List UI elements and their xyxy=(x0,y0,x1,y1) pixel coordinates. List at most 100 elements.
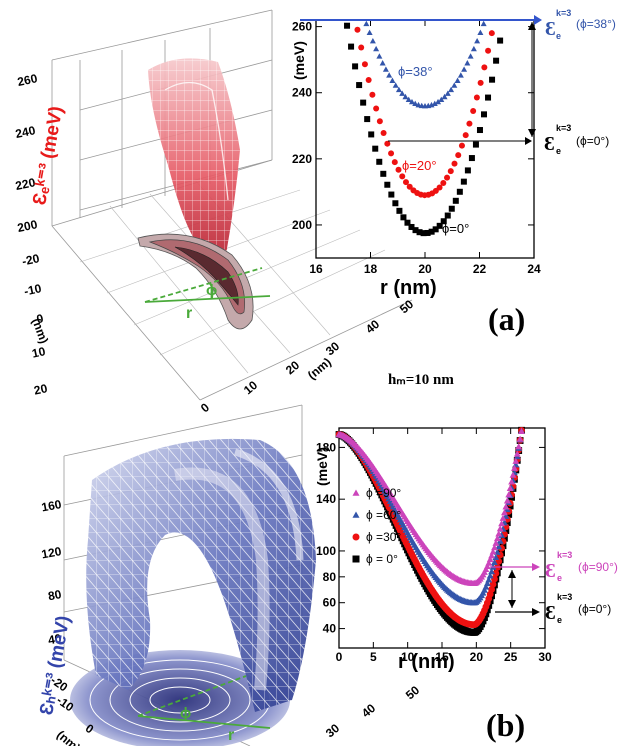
data-point xyxy=(459,143,465,149)
y-tick-label: -10 xyxy=(23,281,43,298)
data-point xyxy=(372,146,378,152)
x-tick-label: 50 xyxy=(397,297,416,317)
surface-b-phi-label: ϕ xyxy=(180,705,191,722)
chart-a-y-label: (meV) xyxy=(291,41,307,80)
chart-a-anno-38: ϕ=38° xyxy=(398,64,433,79)
surface-a-phi-label: ϕ xyxy=(206,282,217,299)
data-point xyxy=(477,127,483,133)
data-point xyxy=(481,111,487,117)
chart-a-ticks: 16 18 20 22 24 200 220 240 260 xyxy=(292,20,541,276)
data-point xyxy=(366,77,372,83)
data-point xyxy=(470,108,476,114)
z-tick-label: 240 xyxy=(14,123,37,141)
x-tick-label: 0 xyxy=(198,400,212,415)
data-point xyxy=(373,46,379,51)
svg-text:k=3: k=3 xyxy=(556,123,571,133)
data-point xyxy=(373,106,379,112)
x-tick-label: 25 xyxy=(504,650,518,664)
legend-label: ϕ =30° xyxy=(366,530,401,544)
data-point xyxy=(445,213,451,219)
data-point xyxy=(354,27,360,33)
x-tick-label: 40 xyxy=(363,317,382,337)
data-point xyxy=(383,66,389,71)
data-point xyxy=(489,30,495,36)
data-point xyxy=(478,80,484,86)
surface-b-x-ticks: 304050 xyxy=(323,683,422,741)
data-point xyxy=(473,142,479,148)
x-tick-label: 16 xyxy=(309,262,323,276)
data-point xyxy=(362,61,368,67)
data-point xyxy=(403,179,409,185)
x-tick-label: 20 xyxy=(470,650,484,664)
z-tick-label: 260 xyxy=(16,71,39,89)
data-point xyxy=(493,58,499,64)
data-point xyxy=(368,131,374,137)
x-tick-label: 18 xyxy=(364,262,378,276)
svg-text:e: e xyxy=(556,146,561,156)
data-point xyxy=(376,53,382,58)
y-tick-label: 100 xyxy=(316,544,336,558)
data-point xyxy=(364,116,370,122)
legend-label: ϕ =60° xyxy=(366,508,401,522)
svg-text:Ɛ: Ɛ xyxy=(544,133,555,155)
data-point xyxy=(464,60,470,65)
hm-label: hₘ=10 nm xyxy=(388,372,454,388)
svg-text:e: e xyxy=(556,31,561,41)
surface-b-r-label: r xyxy=(228,727,234,744)
y-tick-label: 80 xyxy=(323,570,337,584)
chart-a-anno-20: ϕ=20° xyxy=(402,158,437,173)
data-point xyxy=(392,159,398,165)
data-point xyxy=(356,82,362,88)
surface-a-x-unit: (nm) xyxy=(305,355,334,382)
svg-text:Ɛ: Ɛ xyxy=(545,560,556,582)
x-tick-label: 20 xyxy=(283,358,302,378)
svg-text:e: e xyxy=(557,615,562,625)
data-point xyxy=(474,38,480,43)
data-point xyxy=(461,179,467,185)
data-point xyxy=(352,63,358,69)
data-point xyxy=(360,100,366,106)
data-point xyxy=(377,118,383,124)
svg-text:k=3: k=3 xyxy=(557,550,572,560)
x-tick-label: 10 xyxy=(241,378,260,398)
data-point xyxy=(444,175,450,181)
data-point xyxy=(384,182,390,188)
svg-text:Ɛ: Ɛ xyxy=(545,602,556,624)
surface-a-z-axis-label: Ɛₑᵏ⁼³ (meV) xyxy=(29,105,67,207)
y-tick-label: 20 xyxy=(33,381,49,398)
surface-a-r-label: r xyxy=(186,305,192,322)
surface-a-y-unit: (nm) xyxy=(29,316,51,345)
chart-b-series xyxy=(336,427,525,636)
svg-text:k=3: k=3 xyxy=(556,8,571,18)
data-point xyxy=(481,21,487,26)
z-tick-label: 160 xyxy=(40,497,62,514)
data-point xyxy=(358,45,364,51)
y-tick-label: 60 xyxy=(323,596,337,610)
y-tick-label: 240 xyxy=(292,86,312,100)
y-tick-label: 10 xyxy=(31,344,47,361)
data-point xyxy=(463,132,469,138)
x-tick-label: 22 xyxy=(473,262,487,276)
x-tick-label: 40 xyxy=(359,701,378,721)
data-point xyxy=(353,534,360,541)
chart-b-eps-bot: Ɛ e k=3 (ϕ=0°) xyxy=(545,592,611,625)
data-point xyxy=(452,161,458,167)
data-point xyxy=(381,130,387,136)
x-tick-label: 30 xyxy=(323,721,342,741)
chart-b-eps-top: Ɛ e k=3 (ϕ=90°) xyxy=(545,550,618,583)
z-tick-label: 200 xyxy=(16,217,39,235)
data-point xyxy=(392,200,398,206)
surface-b-y-unit: (nm) xyxy=(54,728,83,746)
data-point xyxy=(370,38,376,43)
chart-a-arrows xyxy=(300,15,542,145)
data-point xyxy=(515,443,522,449)
data-point xyxy=(376,159,382,165)
data-point xyxy=(367,30,373,35)
y-tick-label: 220 xyxy=(292,152,312,166)
surface-a-z-ticks: 260240220200 xyxy=(14,71,39,235)
svg-text:(ϕ=0°): (ϕ=0°) xyxy=(578,602,611,616)
data-point xyxy=(497,38,503,44)
data-point xyxy=(455,152,461,158)
series-square xyxy=(344,23,503,236)
data-point xyxy=(485,95,491,101)
